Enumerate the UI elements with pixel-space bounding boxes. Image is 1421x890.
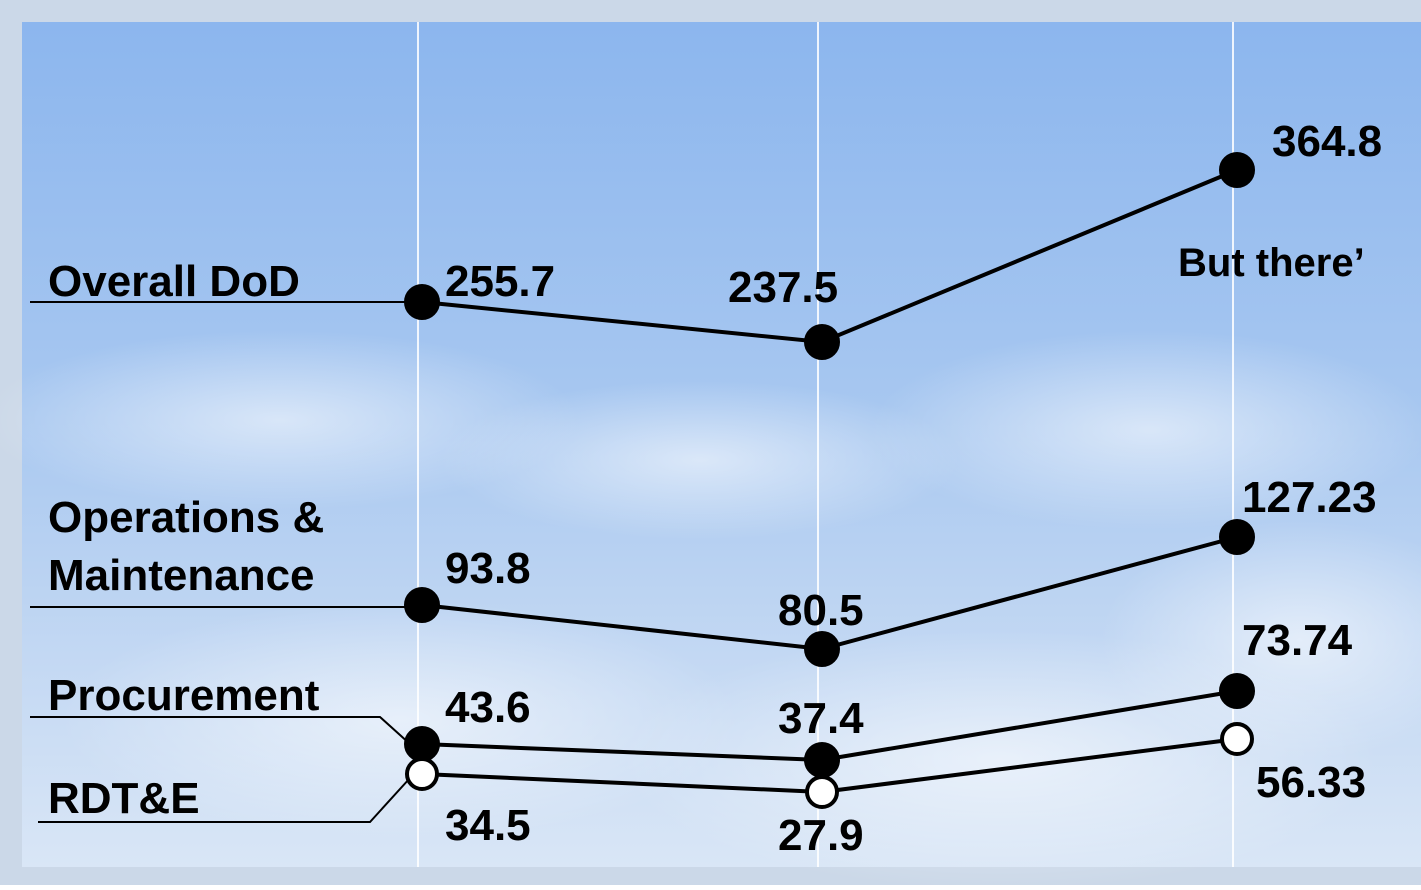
data-label-operations-maintenance-2: 127.23 — [1242, 473, 1377, 522]
data-label-procurement-1: 37.4 — [778, 694, 864, 743]
marker-operations-maintenance-1 — [804, 631, 840, 667]
marker-rdt-e-1 — [805, 775, 839, 809]
marker-procurement-0 — [404, 726, 440, 762]
data-label-procurement-2: 73.74 — [1242, 616, 1353, 665]
marker-overall-dod-1 — [804, 324, 840, 360]
series-label-procurement: Procurement — [48, 671, 320, 720]
marker-operations-maintenance-2 — [1219, 519, 1255, 555]
data-label-procurement-0: 43.6 — [445, 683, 531, 732]
data-label-rdt-e-0: 34.5 — [445, 801, 531, 850]
series-labels: Overall DoD Operations & Maintenance Procur… — [48, 257, 324, 823]
marker-overall-dod-2 — [1219, 152, 1255, 188]
marker-operations-maintenance-0 — [404, 587, 440, 623]
marker-procurement-2 — [1219, 673, 1255, 709]
data-label-operations-maintenance-1: 80.5 — [778, 586, 864, 635]
annotation-text: But there’ — [1178, 241, 1365, 285]
data-label-rdt-e-2: 56.33 — [1256, 758, 1366, 807]
marker-rdt-e-2 — [1220, 722, 1254, 756]
marker-procurement-1 — [804, 742, 840, 778]
data-label-operations-maintenance-0: 93.8 — [445, 544, 531, 593]
series-label-operations-maintenance-line-0: Operations & — [48, 493, 324, 542]
marker-overall-dod-0 — [404, 284, 440, 320]
series-label-rdt-e: RDT&E — [48, 774, 200, 823]
series-label-operations-maintenance-line-1: Maintenance — [48, 551, 315, 600]
legend-leader-lines — [30, 301, 411, 823]
data-label-overall-dod-1: 237.5 — [728, 263, 838, 312]
data-labels: 255.7 237.5 364.8 93.8 80.5 127.23 43.6 37.4 73.… — [445, 117, 1382, 860]
data-label-rdt-e-1: 27.9 — [778, 811, 864, 860]
marker-rdt-e-0 — [405, 757, 439, 791]
leader-line-rdt-e — [38, 777, 411, 823]
series-label-overall-dod: Overall DoD — [48, 257, 300, 306]
leader-line-procurement — [30, 716, 411, 745]
data-label-overall-dod-0: 255.7 — [445, 257, 555, 306]
series-lines — [404, 152, 1255, 809]
data-label-overall-dod-2: 364.8 — [1272, 117, 1382, 166]
